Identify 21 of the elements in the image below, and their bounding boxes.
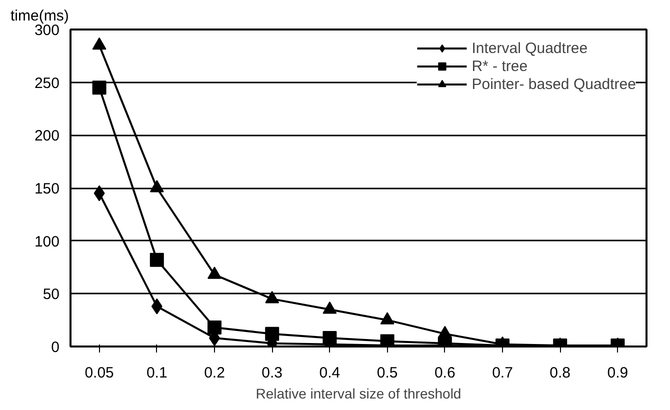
y-tick-label: 200 [34, 128, 60, 145]
legend-label: R* - tree [472, 57, 528, 75]
x-tick-label: 0.3 [262, 364, 283, 382]
x-tick-label: 0.05 [84, 364, 114, 382]
legend-label: Interval Quadtree [472, 39, 588, 57]
legend-label: Pointer- based Quadtree [472, 75, 636, 93]
x-tick-label: 0.4 [319, 364, 340, 382]
x-tick-label: 0.1 [146, 364, 168, 382]
x-tick-label: 0.2 [204, 364, 225, 382]
x-axis-title: Relative interval size of threshold [256, 386, 462, 402]
x-tick-label: 0.5 [376, 364, 398, 382]
y-tick-label: 100 [34, 233, 60, 250]
y-tick-label: 50 [42, 286, 60, 304]
y-axis-title: time(ms) [10, 8, 69, 24]
y-tick-label: 150 [34, 180, 60, 198]
y-tick-label: 250 [34, 74, 60, 92]
x-tick-label: 0.7 [492, 364, 513, 382]
y-tick-label: 0 [51, 339, 60, 356]
x-tick-label: 0.8 [550, 364, 571, 382]
x-tick-label: 0.6 [434, 364, 456, 382]
x-tick-label: 0.9 [607, 364, 628, 382]
